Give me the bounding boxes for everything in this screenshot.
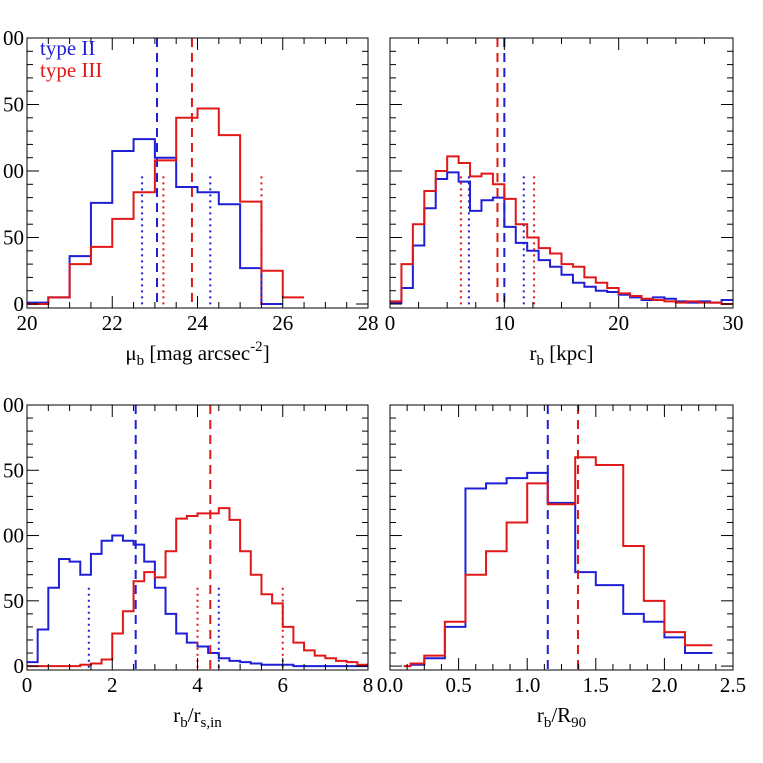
histogram-type-iii: [403, 456, 713, 668]
x-tick-label: 22: [102, 311, 123, 335]
y-tick-label: 00: [3, 26, 24, 50]
y-tick-label: 50: [3, 458, 24, 482]
y-tick-label: 00: [3, 159, 24, 183]
histogram-type-iii: [390, 155, 733, 306]
histogram-type-ii: [403, 471, 713, 668]
histogram-type-ii: [27, 138, 283, 306]
histogram-type-iii: [27, 507, 368, 668]
x-tick-label: 0.0: [377, 673, 403, 697]
x-tick-label: 4: [192, 673, 203, 697]
x-tick-label: 20: [17, 311, 38, 335]
x-tick-label: 26: [272, 311, 293, 335]
x-axis-label: μb [mag arcsec-2]: [125, 339, 269, 369]
histogram-type-ii: [390, 171, 733, 304]
histogram-type-ii: [27, 534, 368, 668]
legend-entry-type-iii: type III: [40, 58, 102, 82]
legend-entry-type-ii: type II: [40, 36, 95, 60]
panel-top-left: 20 22 24 26 28 0 50 00 50 00 μb [mag arcsec-2] type…: [3, 26, 379, 369]
panel-bottom-left: 0 2 4 6 8 0 50 00 50 00 rb/rs,in: [3, 393, 373, 731]
x-tick-label: 20: [608, 311, 629, 335]
x-tick-label: 1.0: [514, 673, 540, 697]
histogram-type-iii: [27, 107, 305, 306]
x-axis-label: rb/R90: [537, 703, 586, 731]
x-axis-label: rb [kpc]: [529, 341, 593, 369]
x-tick-label: 0.5: [445, 673, 471, 697]
x-tick-label: 28: [358, 311, 379, 335]
y-tick-label: 50: [3, 226, 24, 250]
x-tick-label: 2: [107, 673, 118, 697]
x-tick-label: 30: [723, 311, 744, 335]
y-tick-label: 50: [3, 93, 24, 117]
panel-bottom-right: 0.0 0.5 1.0 1.5 2.0 2.5 rb/R90: [377, 404, 746, 731]
x-tick-label: 8: [363, 673, 374, 697]
y-tick-label: 00: [3, 524, 24, 548]
x-tick-label: 0: [22, 673, 33, 697]
panel-top-right: 0 10 20 30 rb [kpc]: [385, 37, 744, 369]
x-tick-label: 1.5: [583, 673, 609, 697]
x-tick-label: 0: [385, 311, 396, 335]
y-tick-label: 50: [3, 589, 24, 613]
x-tick-label: 2.0: [651, 673, 677, 697]
axes-frame: [389, 404, 734, 671]
x-tick-label: 24: [187, 311, 209, 335]
y-tick-label: 0: [14, 292, 25, 316]
x-tick-label: 6: [278, 673, 289, 697]
x-axis-label: rb/rs,in: [173, 703, 222, 731]
x-tick-label: 2.5: [720, 673, 746, 697]
x-tick-label: 10: [494, 311, 515, 335]
y-tick-label: 00: [3, 393, 24, 417]
y-tick-label: 0: [14, 654, 25, 678]
